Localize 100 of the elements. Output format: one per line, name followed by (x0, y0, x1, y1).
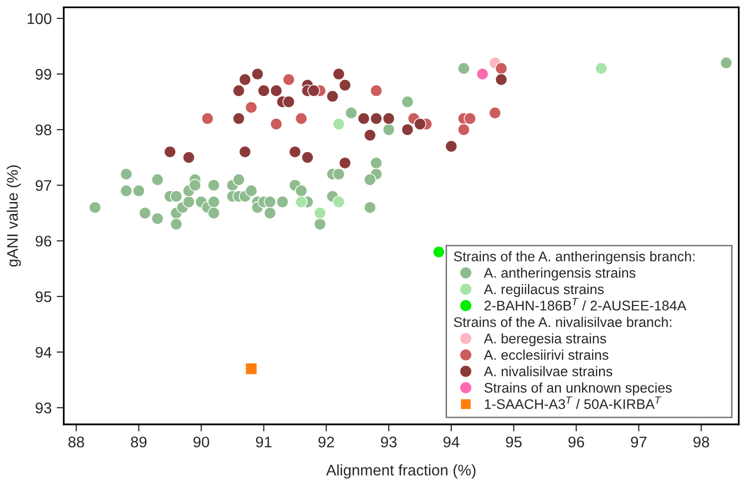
point (170, 190, 182, 203)
point (295, 112, 308, 125)
point (270, 84, 282, 97)
point (164, 146, 176, 158)
y-tick-label: 100 (28, 13, 52, 24)
point (238, 146, 252, 158)
point (338, 78, 352, 92)
point (232, 84, 245, 97)
x-tick-label: 91 (256, 436, 272, 448)
point (138, 206, 152, 220)
x-tick-label: 98 (693, 436, 710, 448)
point (288, 146, 302, 158)
point (120, 184, 132, 198)
point (338, 156, 352, 170)
y-tick-label: 99 (36, 68, 52, 80)
point (382, 123, 395, 136)
point (358, 112, 370, 125)
point (308, 84, 320, 97)
x-tick-label: 90 (193, 436, 210, 448)
point (458, 62, 470, 75)
y-tick-label: 95 (36, 291, 52, 302)
point (201, 112, 214, 125)
x-tick-label: 92 (318, 436, 334, 448)
point (208, 179, 220, 192)
point (264, 196, 276, 208)
point (382, 112, 395, 125)
point (264, 206, 276, 220)
point (245, 101, 258, 114)
point (445, 140, 458, 153)
legend-label: A. nivalisilvae strains (484, 366, 612, 376)
y-tick-label: 94 (36, 346, 52, 358)
point (332, 168, 345, 180)
point (495, 62, 508, 75)
y-tick-label: 97 (36, 180, 52, 191)
x-tick-label: 89 (130, 436, 147, 448)
point (488, 106, 502, 120)
x-tick-label: 94 (443, 436, 460, 448)
y-tick-label: 98 (36, 124, 52, 136)
point (282, 73, 295, 86)
x-tick-label: 96 (568, 436, 584, 448)
x-tick-label: 97 (630, 436, 646, 448)
point (414, 118, 426, 130)
point (301, 151, 314, 164)
annotation: Strains of the A. nivalisilvae branch: (454, 316, 672, 328)
legend-label: 1-SAACH-A3$^{T}$ / 50A-KIRBA$^{T}$ (484, 396, 662, 410)
legend-title: Strains of the A. antheringensis branch: (454, 251, 694, 264)
point (464, 112, 476, 125)
y-tick-label: 93 (36, 402, 52, 414)
point (295, 196, 308, 208)
point (270, 118, 282, 130)
point (401, 96, 414, 108)
point (282, 96, 295, 108)
point (432, 246, 445, 258)
point (370, 84, 382, 97)
y-axis-title: gANI value (%) (6, 165, 21, 267)
y-tick-label: 96 (36, 236, 52, 247)
point (208, 196, 220, 208)
point (232, 173, 245, 186)
legend-label: A. ecclesiirivi strains (484, 350, 608, 360)
point (364, 128, 376, 142)
point (182, 151, 195, 164)
point (88, 201, 102, 214)
x-tick-label: 93 (380, 436, 397, 448)
point (132, 184, 145, 198)
point (476, 68, 489, 80)
point (345, 106, 358, 120)
x-tick-label: 88 (68, 436, 84, 448)
legend-label: A. antheringensis strains (484, 268, 636, 281)
point (188, 179, 202, 192)
point (245, 184, 258, 198)
point (170, 218, 182, 230)
point (314, 218, 326, 230)
x-axis-title: Alignment fraction (%) (326, 464, 476, 479)
point (120, 168, 132, 180)
point (251, 68, 264, 80)
point (238, 73, 252, 86)
point (332, 118, 345, 130)
point (295, 184, 308, 198)
legend-label: A. regiilacus strains (484, 284, 604, 297)
point (276, 196, 289, 208)
point (326, 90, 339, 102)
point (245, 362, 258, 375)
point (401, 123, 414, 136)
point (458, 123, 470, 136)
point (495, 73, 508, 86)
legend-label: Strains of an unknown species (484, 382, 672, 396)
point (370, 112, 382, 125)
point (182, 196, 195, 208)
point (364, 173, 376, 186)
point (232, 112, 245, 125)
x-tick-label: 95 (506, 436, 522, 448)
point (208, 206, 220, 220)
point (151, 173, 164, 186)
point (364, 201, 376, 214)
legend-label: 2-BAHN-186B$^{T}$ / 2-AUSEE-184A (484, 298, 686, 311)
point (151, 212, 164, 225)
point (720, 56, 732, 70)
point (370, 156, 382, 170)
point (314, 206, 326, 220)
legend-label: A. beregesia strains (484, 333, 606, 346)
